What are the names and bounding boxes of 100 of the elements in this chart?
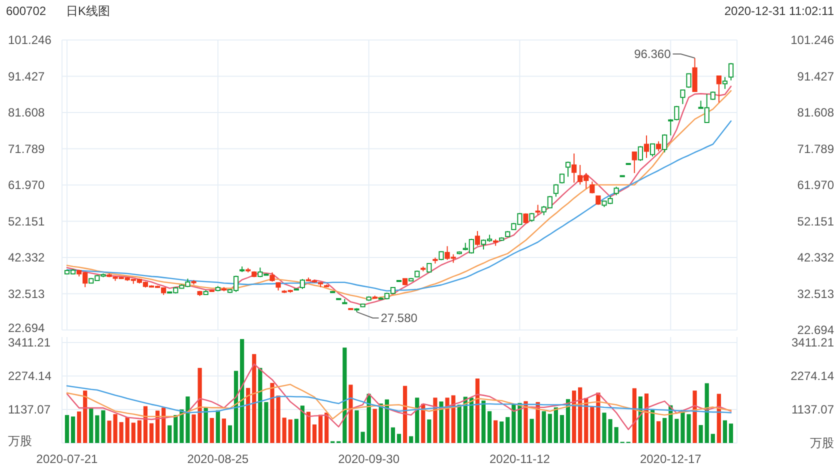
y-tick-label: 22.694 [8,321,46,335]
bar [409,436,414,443]
y-tick-label: 2274.14 [790,369,834,384]
bar [252,354,256,443]
candlestick [716,75,722,104]
x-tick-label: 2020-08-25 [187,452,249,466]
bar [650,409,655,443]
bar [318,414,323,443]
candlestick [662,134,668,153]
candlestick [644,134,650,158]
bar [506,417,510,443]
bar [524,401,528,443]
candlestick [426,262,432,273]
bar [131,422,136,443]
candlestick [565,161,571,178]
y-tick-label: 91.427 [8,69,46,84]
bar [566,399,570,443]
bar [324,412,329,443]
candlestick [553,184,558,198]
bar [149,423,154,443]
bar [698,425,703,443]
candlestick [270,272,275,282]
bar [415,398,420,443]
candlestick [650,143,656,157]
bar [554,407,558,443]
bar [692,390,697,443]
candlestick [638,146,644,162]
x-tick-label: 2020-07-21 [36,452,98,466]
bar [288,419,292,443]
bar [590,406,594,443]
bar [204,407,208,443]
bar [632,388,636,443]
bar [427,419,432,443]
bar [64,415,70,443]
bar [372,408,377,443]
bar [312,424,317,443]
bar [439,401,444,443]
bar [494,420,498,443]
x-tick-label: 2020-09-30 [338,452,400,466]
bar [481,400,486,443]
text: 2020-12-31 11:02:11 [724,4,834,18]
bar [222,418,226,443]
bar [542,411,546,443]
bar [77,411,82,443]
bar [137,420,142,443]
bar [174,415,178,443]
bar [95,415,100,443]
bar [445,398,450,443]
bar [342,348,347,443]
bar [704,383,709,443]
bar [656,421,661,443]
bar [143,406,148,443]
candlestick [474,230,480,246]
bar [469,398,474,443]
candlestick [680,89,686,105]
y-tick-label: 71.789 [8,142,46,156]
annotation: 27.580 [380,310,418,325]
candlestick [590,181,595,194]
chart-title: 日K线图 [66,4,110,18]
y-tick-label: 3411.21 [792,336,834,350]
bar [402,386,408,443]
bar [282,418,286,443]
bar [596,392,600,443]
bar [451,395,456,443]
y-tick-label: 81.608 [8,106,46,120]
bar [83,390,88,443]
line-series [66,120,732,292]
y-tick-label: 万股 [810,436,834,450]
bar [294,418,298,443]
bar [228,425,232,443]
bar [234,370,238,443]
bar [186,396,190,443]
bar [348,384,353,443]
bar [119,422,124,443]
y-tick-label: 32.513 [8,286,46,301]
bar [168,425,172,443]
bar [125,417,130,443]
x-tick-label: 2020-11-12 [489,452,550,466]
chart-subtitle: 600702 [6,4,46,18]
candlestick [728,62,734,81]
line-series [66,385,732,414]
candlestick [632,151,637,174]
bar [70,416,76,443]
bar [258,368,262,443]
candlestick [535,204,540,216]
candlestick [722,76,728,90]
bar [300,406,304,443]
bar [378,404,383,443]
bar [674,418,679,443]
bar [722,420,728,443]
bar [101,410,106,443]
bar [560,415,564,443]
bar [548,414,552,443]
y-tick-label: 101.246 [8,33,52,47]
bar [306,412,311,443]
y-tick-label: 42.332 [8,250,46,264]
bar [530,418,534,443]
bar [518,402,522,443]
bar [644,394,649,443]
bar [578,387,582,443]
